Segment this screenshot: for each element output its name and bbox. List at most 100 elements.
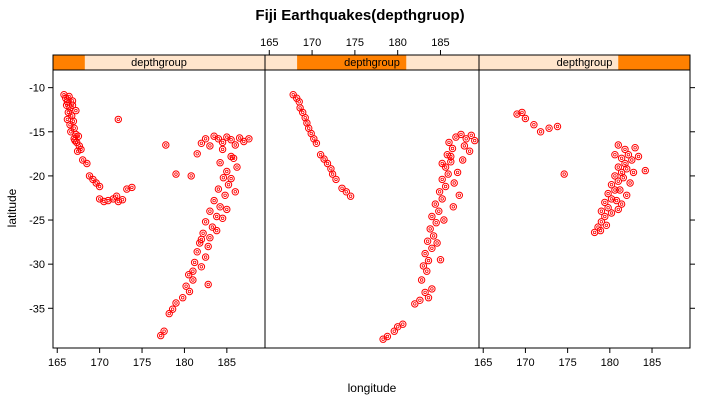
- data-point: [617, 154, 626, 163]
- data-point: [204, 280, 212, 289]
- data-point-inner: [425, 269, 429, 273]
- data-point: [227, 174, 235, 183]
- data-point-inner: [437, 209, 441, 213]
- data-point-inner: [628, 181, 632, 185]
- data-point-inner: [214, 214, 219, 219]
- data-point: [172, 170, 180, 178]
- data-point-inner: [221, 175, 226, 180]
- data-point-inner: [208, 235, 212, 240]
- data-point-inner: [174, 172, 178, 176]
- data-point: [441, 182, 450, 191]
- data-point-inner: [203, 220, 208, 224]
- data-point: [616, 186, 624, 194]
- strip-range-bar: [297, 55, 407, 70]
- data-point-inner: [618, 188, 622, 192]
- data-point-inner: [106, 198, 110, 203]
- y-tick-label: -20: [29, 171, 45, 183]
- data-point: [61, 94, 70, 102]
- data-point: [338, 184, 346, 193]
- data-point-inner: [609, 197, 614, 201]
- strip-range-bar: [53, 55, 85, 70]
- data-point: [417, 276, 426, 284]
- data-point-inner: [348, 194, 353, 198]
- y-tick-label: -10: [29, 83, 45, 95]
- data-point-inner: [464, 137, 468, 141]
- data-point-inner: [322, 157, 326, 161]
- data-point-inner: [164, 143, 168, 147]
- data-point-inner: [208, 144, 212, 148]
- data-point-inner: [392, 329, 396, 333]
- data-point-inner: [70, 99, 75, 103]
- data-point: [444, 170, 452, 178]
- data-point-inner: [438, 258, 443, 262]
- data-point-inner: [195, 152, 199, 156]
- data-point: [611, 151, 619, 159]
- data-point: [536, 128, 545, 136]
- data-point-inner: [80, 158, 85, 162]
- data-point: [332, 175, 340, 184]
- data-point: [447, 152, 455, 161]
- data-point-inner: [462, 144, 467, 148]
- data-point: [438, 159, 446, 168]
- data-point: [245, 135, 253, 143]
- data-point: [165, 309, 173, 318]
- data-point: [72, 106, 80, 115]
- data-point-inner: [443, 165, 448, 169]
- data-point: [289, 91, 297, 99]
- data-point-inner: [231, 156, 236, 160]
- data-point: [436, 256, 445, 264]
- data-point: [433, 239, 441, 247]
- data-point-inner: [433, 202, 437, 206]
- data-point-inner: [235, 165, 239, 169]
- data-point-inner: [457, 193, 461, 197]
- data-point: [432, 219, 440, 227]
- data-point: [449, 203, 457, 211]
- data-point-inner: [67, 94, 71, 99]
- data-point: [197, 139, 206, 148]
- data-point-inner: [469, 133, 473, 137]
- data-point-inner: [68, 122, 72, 127]
- data-point: [114, 197, 123, 206]
- panel-1: depthgroup 165 170 175 180 185: [48, 54, 266, 369]
- data-point-inner: [330, 172, 335, 176]
- data-point: [614, 205, 622, 214]
- data-point: [193, 248, 201, 256]
- data-point: [457, 130, 465, 139]
- data-point-inner: [435, 241, 439, 245]
- y-tick-label: -30: [29, 259, 45, 271]
- data-point: [411, 300, 419, 308]
- strip-label: depthgroup: [557, 57, 613, 69]
- data-point: [460, 142, 469, 150]
- data-point-inner: [437, 190, 442, 194]
- data-point: [607, 195, 616, 203]
- data-point-inner: [446, 172, 450, 176]
- data-point: [597, 207, 606, 215]
- data-point: [160, 327, 168, 335]
- data-point: [518, 108, 526, 117]
- data-point: [601, 198, 609, 207]
- data-point-inner: [187, 289, 192, 294]
- data-point-inner: [532, 122, 536, 127]
- data-point: [614, 163, 622, 171]
- data-point: [428, 244, 436, 253]
- data-point: [346, 192, 355, 200]
- data-point-inner: [431, 234, 436, 238]
- data-point-inner: [633, 145, 637, 150]
- data-point: [83, 159, 91, 168]
- data-point-inner: [329, 167, 333, 171]
- data-point-inner: [199, 237, 204, 242]
- data-point: [128, 183, 136, 192]
- data-point-inner: [621, 175, 625, 180]
- data-point: [631, 144, 639, 152]
- data-point: [201, 135, 210, 143]
- data-point-inner: [440, 177, 444, 182]
- data-point: [641, 166, 649, 175]
- y-tick-label: -15: [29, 127, 45, 139]
- data-point-inner: [467, 149, 472, 153]
- data-point-inner: [218, 160, 222, 165]
- data-point: [301, 114, 309, 122]
- data-point: [597, 218, 606, 226]
- data-point-inner: [191, 269, 195, 273]
- data-point: [323, 159, 332, 168]
- data-point: [634, 152, 643, 161]
